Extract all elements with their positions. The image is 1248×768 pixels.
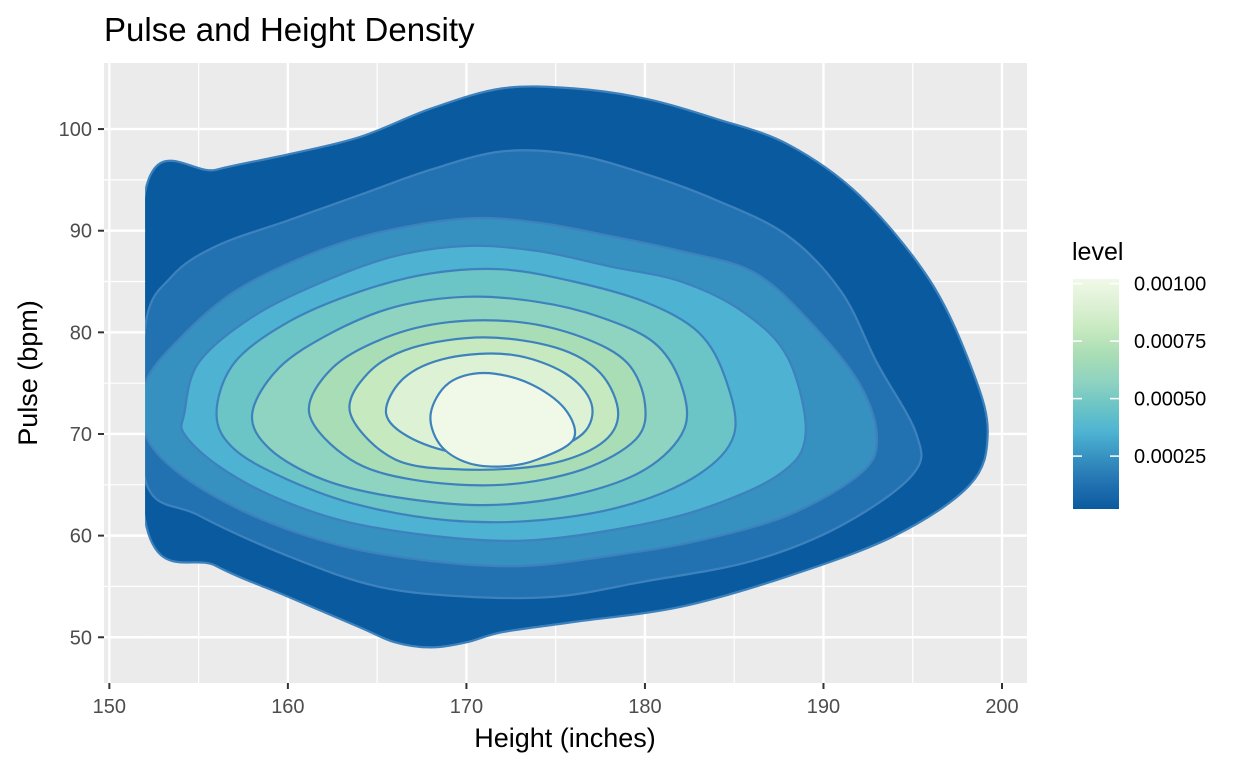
- y-tick-label: 50: [70, 627, 92, 649]
- x-axis-title: Height (inches): [474, 723, 656, 753]
- y-tick-label: 70: [70, 424, 92, 446]
- x-tick-label: 170: [450, 696, 483, 718]
- left-boundary-mask: [104, 63, 146, 683]
- legend-ticks: 0.00100 0.00075 0.00050 0.00025: [1073, 274, 1206, 468]
- y-tick-label: 60: [70, 526, 92, 548]
- contour-band-0.00095: [429, 371, 577, 468]
- chart-title: Pulse and Height Density: [104, 11, 475, 48]
- legend-label: 0.00100: [1134, 274, 1206, 296]
- legend-title: level: [1072, 238, 1123, 266]
- legend-label: 0.00050: [1134, 389, 1206, 411]
- legend-label: 0.00075: [1134, 331, 1206, 353]
- y-axis-title: Pulse (bpm): [13, 300, 43, 446]
- x-tick-label: 180: [628, 696, 661, 718]
- x-axis: 150 160 170 180 190 200: [93, 683, 1019, 718]
- legend-colorbar: [1073, 279, 1119, 509]
- x-tick-label: 160: [271, 696, 304, 718]
- x-tick-label: 200: [985, 696, 1018, 718]
- y-tick-label: 100: [59, 119, 92, 141]
- legend: level 0.00100 0.00075 0.00050 0.00025: [1072, 238, 1206, 509]
- y-axis: 50 60 70 80 90 100: [59, 119, 104, 649]
- y-tick-label: 90: [70, 221, 92, 243]
- x-tick-label: 150: [93, 696, 126, 718]
- y-tick-label: 80: [70, 322, 92, 344]
- density-contours: [104, 63, 989, 683]
- x-tick-label: 190: [807, 696, 840, 718]
- legend-label: 0.00025: [1134, 446, 1206, 468]
